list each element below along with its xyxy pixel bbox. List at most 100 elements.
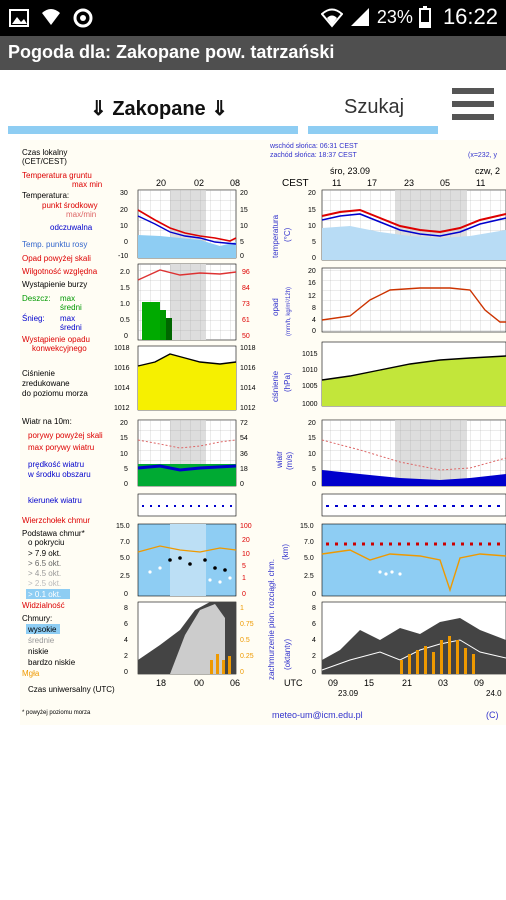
small-rain-bars [142,302,160,340]
svg-text:15: 15 [308,207,316,214]
svg-text:1012: 1012 [240,405,256,412]
legend-wind-mean: w środku obszaru [27,470,91,479]
big-fog-bars [400,636,475,674]
meteogram-svg: Czas lokalny (CET/CEST) Temperatura grun… [22,143,506,720]
svg-text:2.5: 2.5 [120,573,130,580]
svg-text:2.5: 2.5 [304,573,314,580]
svg-text:05: 05 [440,178,450,188]
legend-rain-max: max [60,294,75,303]
legend-temp-mid: punkt środkowy [42,201,98,210]
svg-text:84: 84 [242,285,250,292]
big-pressure-area [322,356,506,406]
svg-text:7.0: 7.0 [120,539,130,546]
small-wind-area [138,464,236,486]
legend-oct01: > 0.1 okt. [28,590,61,599]
battery-percent: 23% [376,6,413,27]
svg-text:20: 20 [308,190,316,197]
svg-text:11: 11 [476,178,485,188]
legend-ground-maxmin: max min [72,180,102,189]
wifi-warning-icon [42,9,60,28]
search-button[interactable]: Szukaj [344,96,405,118]
small-top-hour: 08 [230,178,240,188]
legend-conv2: konwekcyjnego [32,344,87,353]
svg-text:1012: 1012 [114,405,130,412]
svg-text:wschód słońca: 06:31 CEST: wschód słońca: 06:31 CEST [269,143,359,150]
svg-text:09: 09 [328,678,338,688]
svg-text:0: 0 [242,591,246,598]
svg-text:zachmurzenie pion. rozciągł. c: zachmurzenie pion. rozciągł. chm. [267,559,276,680]
svg-text:6: 6 [124,621,128,628]
svg-text:(mm/h, kg/m²/12h): (mm/h, kg/m²/12h) [286,287,292,336]
small-cloud-ticks: 15.0 7.0 5.0 2.5 0 100 20 10 5 1 0 [116,523,252,598]
svg-text:18: 18 [156,678,166,688]
legend-pressure3: do poziomu morza [22,389,88,398]
svg-text:15.0: 15.0 [116,523,130,530]
svg-text:8: 8 [124,605,128,612]
big-wind-area [322,470,506,486]
svg-text:12: 12 [308,293,316,300]
svg-text:100: 100 [240,523,252,530]
legend-wind-speed: prędkość wiatru [28,460,84,469]
legend-visibility: Widzialność [22,601,65,610]
legend-ground-temp: Temperatura gruntu [22,171,92,180]
location-selector[interactable]: ⇓ Zakopane ⇓ [90,98,228,120]
svg-text:20: 20 [308,268,316,275]
legend-oct45: > 4.5 okt. [28,569,61,578]
legend-wind-dir: kierunek wiatru [28,496,82,505]
svg-text:4: 4 [312,637,316,644]
svg-text:0.5: 0.5 [120,317,130,324]
small-fog-bars [210,654,231,674]
svg-text:11: 11 [332,178,341,188]
svg-text:1016: 1016 [114,365,130,372]
legend-local-time: Czas lokalny [22,148,67,157]
small-humidity-line [137,269,237,281]
svg-text:21: 21 [402,678,412,688]
svg-text:17: 17 [367,178,377,188]
small-sensible-line [137,215,237,245]
svg-text:0.5: 0.5 [240,637,250,644]
legend-oct79: > 7.9 okt. [28,549,61,558]
svg-text:03: 03 [438,678,448,688]
legend-pressure2: zredukowane [22,379,70,388]
big-winddir-panel [321,493,506,517]
svg-text:opad: opad [271,298,280,316]
svg-text:zachód słońca: 18:37 CEST: zachód słońca: 18:37 CEST [270,152,357,159]
footer-email[interactable]: meteo-um@icm.edu.pl [272,710,363,720]
svg-text:5: 5 [312,466,316,473]
svg-text:2: 2 [312,653,316,660]
svg-text:4: 4 [312,317,316,324]
svg-text:15: 15 [308,435,316,442]
sync-icon [73,8,93,28]
svg-text:0: 0 [124,239,128,246]
legend-cloud-base: Podstawa chmur* [22,529,85,538]
small-wind-ticks: 20 15 10 5 0 72 54 36 18 0 [120,420,248,488]
svg-text:0: 0 [312,591,316,598]
meteogram-image: Czas lokalny (CET/CEST) Temperatura grun… [20,140,506,725]
svg-text:8: 8 [312,305,316,312]
legend-wind: Wiatr na 10m: [22,417,72,426]
wifi-icon [320,8,343,28]
legend-fog: Mgła [22,669,40,678]
small-octant-ticks: 8 6 4 2 0 1 0.75 0.5 0.25 0 [124,605,254,676]
legend-oct25: > 2.5 okt. [28,579,61,588]
svg-text:4: 4 [124,637,128,644]
legend-rain-mean: średni [60,303,82,312]
svg-text:0: 0 [124,669,128,676]
svg-text:2: 2 [124,653,128,660]
legend-temperature: Temperatura: [22,191,69,200]
svg-text:0.25: 0.25 [240,653,254,660]
status-bar: 23% 16:22 [0,0,506,36]
svg-text:(hPa): (hPa) [283,372,292,392]
svg-text:15.0: 15.0 [300,523,314,530]
hamburger-menu-icon[interactable] [452,88,494,128]
legend-very-low: bardzo niskie [28,658,76,667]
footer-copyright: (C) [486,710,499,720]
legend-storm: Wystąpienie burzy [22,280,87,289]
big-dew-area [322,226,506,260]
svg-text:54: 54 [240,435,248,442]
small-winddir-panel [137,493,237,517]
svg-text:(oktanty): (oktanty) [283,639,292,670]
image-icon [9,9,29,27]
svg-text:5: 5 [312,239,316,246]
legend-oct65: > 6.5 okt. [28,559,61,568]
